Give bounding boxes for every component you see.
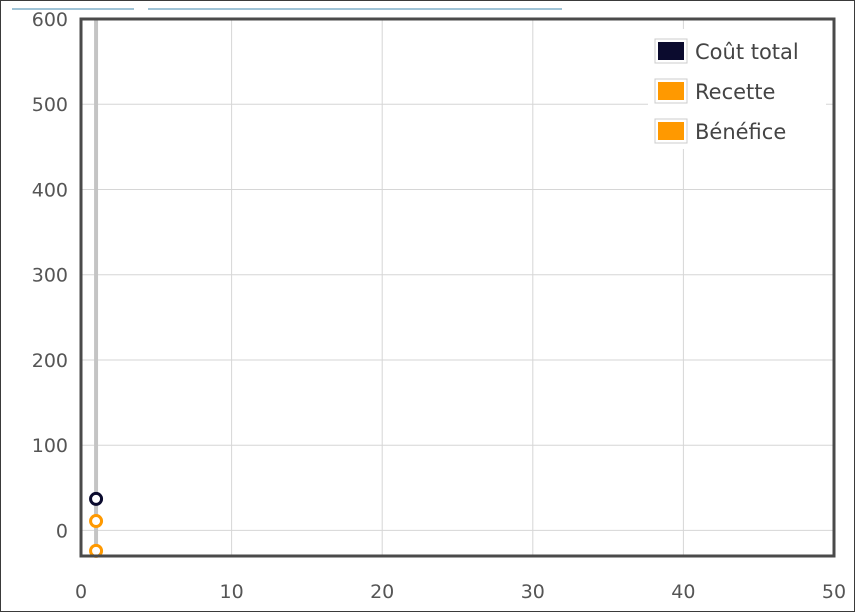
legend-label-2: Bénéfice xyxy=(695,120,786,144)
legend-swatch-1 xyxy=(658,82,684,100)
point-series-1-0 xyxy=(91,516,102,527)
y-tick-label-0: 0 xyxy=(56,520,68,542)
point-series-0-0 xyxy=(91,493,102,504)
x-tick-label-30: 30 xyxy=(521,581,545,603)
x-tick-label-0: 0 xyxy=(75,581,87,603)
y-tick-label-400: 400 xyxy=(32,179,68,201)
data-points xyxy=(91,493,102,556)
legend-swatch-0 xyxy=(658,42,684,60)
x-tick-label-50: 50 xyxy=(822,581,846,603)
x-tick-label-20: 20 xyxy=(370,581,394,603)
legend-label-1: Recette xyxy=(695,80,775,104)
legend-swatch-2 xyxy=(658,122,684,140)
y-tick-label-200: 200 xyxy=(32,350,68,372)
y-tick-label-600: 600 xyxy=(32,9,68,31)
y-tick-label-500: 500 xyxy=(32,94,68,116)
y-tick-label-300: 300 xyxy=(32,265,68,287)
legend-label-0: Coût total xyxy=(695,40,799,64)
legend: Coût total Recette Bénéfice xyxy=(648,29,826,149)
x-tick-label-40: 40 xyxy=(671,581,695,603)
y-tick-label-100: 100 xyxy=(32,435,68,457)
x-tick-label-10: 10 xyxy=(220,581,244,603)
